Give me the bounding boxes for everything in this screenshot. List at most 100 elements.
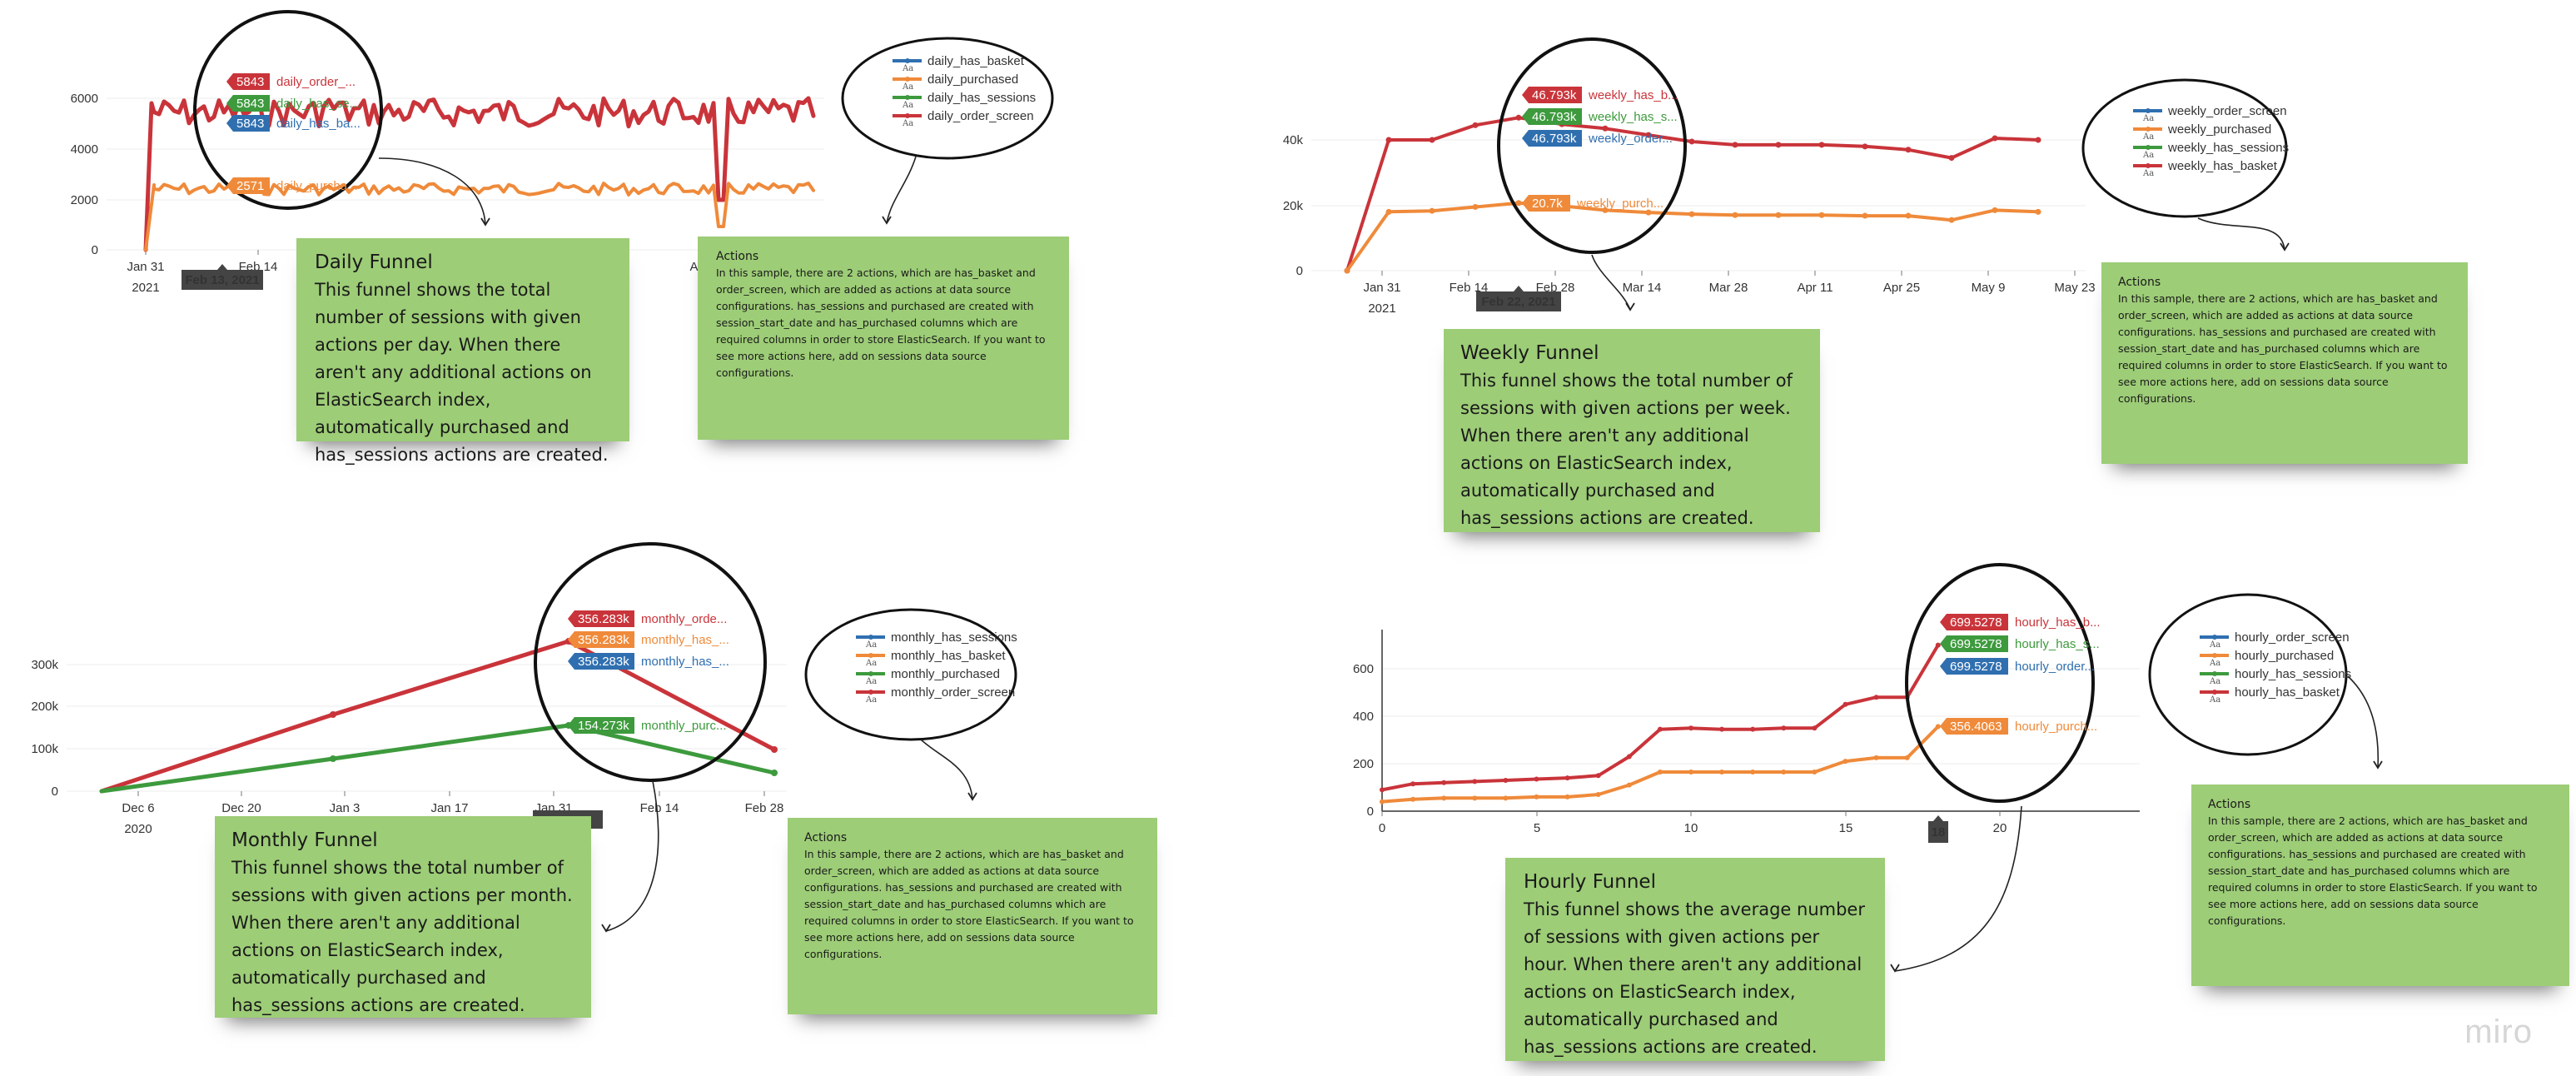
daily-tooltip-3-bg: [226, 115, 270, 132]
daily-hover-date-bg: [182, 264, 263, 290]
hourly-tooltip-3: 699.5278 hourly_order...: [1940, 658, 2095, 675]
weekly-purchased-point: [1905, 212, 1912, 219]
hourly-tooltip-2: 699.5278 hourly_has_s...: [1940, 635, 2100, 652]
hourly-y-tick-label: 200: [1353, 757, 1374, 771]
hourly-tooltip-4-value: 356.4063: [1950, 720, 2002, 734]
note-title: Daily Funnel: [315, 252, 433, 273]
hourly-has-basket-point: [1842, 701, 1848, 707]
daily-legend-ellipse: [841, 37, 1054, 160]
daily-funnel-note[interactable]: Daily Funnel This funnel shows the total…: [296, 238, 629, 465]
note-body: This funnel shows the average number of …: [1524, 899, 1865, 1057]
hourly-has-basket-point: [1873, 695, 1879, 700]
weekly-purchased-point: [1385, 208, 1392, 215]
hourly-has-basket-point: [1472, 779, 1478, 785]
weekly-x-tick-label: Apr 11: [1797, 281, 1833, 295]
monthly-tooltip-1: 356.283k monthly_orde...: [568, 610, 727, 627]
monthly-actions-note[interactable]: Actions In this sample, there are 2 acti…: [788, 818, 1157, 1014]
hourly-purchased-point: [1842, 759, 1848, 765]
daily-tooltip-2-bg: [226, 95, 270, 112]
hourly-y-tick-label: 400: [1353, 710, 1374, 724]
daily-legend-swatch-dot: [905, 58, 910, 63]
weekly-legend-arrow: [2197, 217, 2285, 251]
hourly-has-basket-point: [1441, 780, 1447, 785]
monthly-arrow-head: [601, 924, 611, 933]
weekly-tooltip-1-label: weekly_has_b...: [1588, 88, 1678, 102]
weekly-purchased-point: [1344, 267, 1350, 274]
hourly-funnel-note[interactable]: Hourly Funnel This funnel shows the aver…: [1505, 858, 1885, 1061]
note-body: In this sample, there are 2 actions, whi…: [2208, 814, 2538, 927]
note-body: In this sample, there are 2 actions, whi…: [804, 848, 1134, 960]
weekly-hover-date-bg: [1476, 286, 1561, 311]
weekly-purchased-point: [1429, 207, 1435, 214]
hourly-purchased-point: [1657, 769, 1663, 775]
note-title: Weekly Funnel: [1460, 342, 1599, 364]
hourly-tooltip-2-bg: [1940, 635, 2008, 652]
weekly-has-basket-point: [1688, 138, 1695, 145]
weekly-legend-arrow-head: [2280, 242, 2290, 252]
weekly-tooltip-4-value: 20.7k: [1532, 197, 1563, 211]
daily-legend-swatch-dot: [905, 95, 910, 100]
monthly-purchased-line: [99, 723, 777, 794]
monthly-legend-glyph: Aa: [865, 677, 877, 686]
monthly-x-tick-label: Dec 6: [122, 801, 154, 815]
hourly-purchased-point: [1503, 795, 1509, 801]
weekly-legend-swatch-dot: [2146, 127, 2151, 132]
hourly-purchased-point: [1904, 755, 1910, 760]
monthly-funnel-note[interactable]: Monthly Funnel This funnel shows the tot…: [215, 816, 591, 1018]
weekly-x-tick-label: May 23: [2054, 281, 2095, 295]
daily-tooltip-3: 5843 daily_has_ba...: [226, 115, 361, 132]
weekly-actions-note[interactable]: Actions In this sample, there are 2 acti…: [2101, 262, 2468, 464]
weekly-x-tick-label: Feb 28: [1536, 281, 1575, 295]
weekly-x-tick-label: Feb 14: [1450, 281, 1489, 295]
monthly-legend-glyph: Aa: [865, 695, 877, 705]
hourly-x-tick-label: 10: [1684, 821, 1698, 835]
weekly-has-basket-point: [1385, 137, 1392, 143]
weekly-legend-ellipse: [2081, 78, 2288, 218]
weekly-arrow-head: [1625, 302, 1635, 311]
daily-x-year-label: 2021: [132, 281, 159, 295]
daily-tooltip-2-label: daily_has_se...: [276, 97, 360, 111]
daily-tooltip-4: 2571 daily_purcha...: [226, 177, 358, 194]
weekly-legend-glyph: Aa: [2142, 151, 2154, 160]
weekly-has-basket-point: [1602, 125, 1609, 132]
weekly-legend-swatch-dot: [2146, 163, 2151, 168]
daily-tooltip-1-bg: [226, 73, 270, 90]
monthly-x-tick-label: Dec 20: [221, 801, 261, 815]
weekly-purchased-point: [1688, 211, 1695, 217]
weekly-legend-label: weekly_has_sessions: [2167, 141, 2289, 155]
daily-actions-note[interactable]: Actions In this sample, there are 2 acti…: [698, 237, 1069, 440]
monthly-legend-glyph: Aa: [865, 659, 877, 668]
hourly-y-tick-label: 0: [1367, 805, 1374, 819]
weekly-y-tick-label: 40k: [1283, 133, 1304, 147]
hourly-legend-label: hourly_has_sessions: [2235, 667, 2351, 681]
weekly-purchased-point: [1862, 212, 1868, 219]
note-body: This funnel shows the total number of se…: [231, 858, 573, 1015]
hourly-y-tick-label: 600: [1353, 662, 1374, 676]
daily-legend-swatch-dot: [905, 77, 910, 82]
hourly-purchased-point: [1750, 769, 1756, 775]
miro-watermark: miro: [2464, 1014, 2533, 1050]
weekly-funnel-note[interactable]: Weekly Funnel This funnel shows the tota…: [1444, 329, 1820, 532]
hourly-purchased-point: [1564, 794, 1570, 800]
weekly-arrow: [1591, 254, 1631, 311]
note-body: This funnel shows the total number of se…: [315, 280, 609, 465]
weekly-x-year-label: 2021: [1368, 301, 1395, 316]
monthly-legend-ellipse: [804, 608, 1017, 741]
hourly-hover-x: 18: [1932, 825, 1946, 839]
monthly-tooltip-3-bg: [568, 653, 634, 670]
hourly-arrow-head: [1890, 964, 1900, 973]
hourly-has-basket-line: [1380, 643, 1940, 792]
hourly-has-basket-point: [1564, 775, 1570, 781]
hourly-tooltip-3-label: hourly_order...: [2015, 660, 2095, 674]
monthly-y-tick-label: 0: [52, 785, 58, 799]
monthly-tooltip-4-label: monthly_purc...: [641, 719, 727, 733]
hourly-legend-label: hourly_purchased: [2235, 649, 2334, 663]
hourly-tooltip-2-value: 699.5278: [1950, 637, 2002, 651]
hourly-actions-note[interactable]: Actions In this sample, there are 2 acti…: [2191, 785, 2569, 986]
hourly-legend-label: hourly_order_screen: [2235, 630, 2350, 645]
daily-legend-label: daily_has_basket: [927, 54, 1025, 68]
hourly-legend-glyph: Aa: [2209, 659, 2220, 668]
daily-legend-label: daily_order_screen: [927, 109, 1034, 123]
hourly-tooltip-2-label: hourly_has_s...: [2015, 637, 2100, 651]
hourly-has-basket-point: [1657, 726, 1663, 732]
